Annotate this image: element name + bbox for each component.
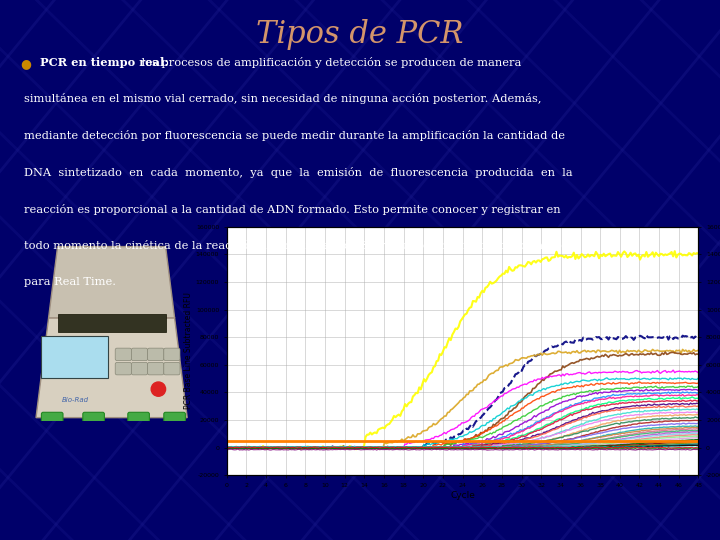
- FancyBboxPatch shape: [164, 413, 186, 425]
- FancyBboxPatch shape: [148, 362, 164, 375]
- FancyBboxPatch shape: [164, 348, 180, 361]
- FancyBboxPatch shape: [164, 362, 180, 375]
- Text: para Real Time.: para Real Time.: [24, 277, 116, 287]
- FancyBboxPatch shape: [148, 348, 164, 361]
- Text: ●: ●: [20, 57, 31, 70]
- FancyBboxPatch shape: [132, 362, 148, 375]
- Polygon shape: [36, 318, 187, 417]
- Text: PCR en tiempo real:: PCR en tiempo real:: [40, 57, 168, 68]
- Text: reacción es proporcional a la cantidad de ADN formado. Esto permite conocer y re: reacción es proporcional a la cantidad d…: [24, 204, 560, 214]
- Text: DNA  sintetizado  en  cada  momento,  ya  que  la  emisión  de  fluorescencia  p: DNA sintetizado en cada momento, ya que …: [24, 167, 572, 178]
- FancyBboxPatch shape: [42, 413, 63, 425]
- FancyBboxPatch shape: [83, 413, 104, 425]
- Text: simultánea en el mismo vial cerrado, sin necesidad de ninguna acción posterior. : simultánea en el mismo vial cerrado, sin…: [24, 93, 541, 104]
- Text: Tipos de PCR: Tipos de PCR: [256, 19, 464, 50]
- FancyBboxPatch shape: [115, 348, 132, 361]
- Text: Bio-Rad: Bio-Rad: [62, 397, 89, 403]
- FancyBboxPatch shape: [42, 336, 108, 379]
- Text: mediante detección por fluorescencia se puede medir durante la amplificación la : mediante detección por fluorescencia se …: [24, 130, 564, 141]
- X-axis label: Cycle: Cycle: [450, 491, 475, 500]
- Polygon shape: [49, 247, 175, 318]
- Circle shape: [151, 382, 166, 396]
- FancyBboxPatch shape: [128, 413, 150, 425]
- Text: los procesos de amplificación y detección se producen de manera: los procesos de amplificación y detecció…: [138, 57, 521, 68]
- FancyBboxPatch shape: [58, 314, 166, 332]
- Y-axis label: PCR Base Line Subtracted RFU: PCR Base Line Subtracted RFU: [184, 293, 193, 409]
- Text: todo momento la cinética de la reacción de amplificación. Se requiere un termoci: todo momento la cinética de la reacción …: [24, 240, 562, 251]
- FancyBboxPatch shape: [115, 362, 132, 375]
- FancyBboxPatch shape: [132, 348, 148, 361]
